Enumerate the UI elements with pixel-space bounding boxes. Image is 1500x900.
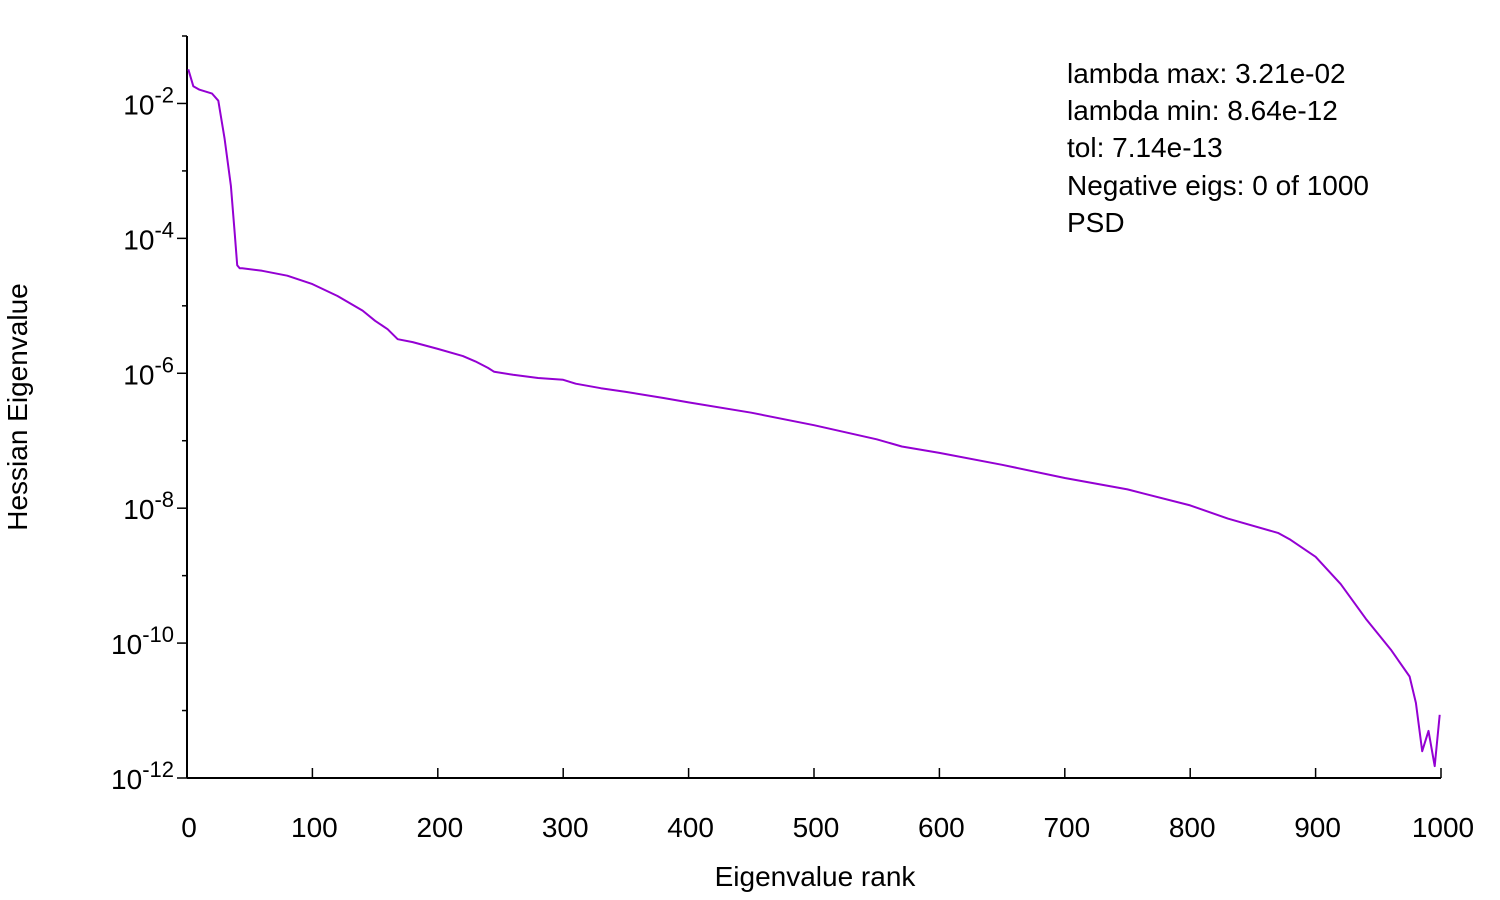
y-tick-label: 10-12 (111, 757, 174, 795)
annotation-tol: tol: 7.14e-13 (1067, 132, 1223, 163)
x-tick-label: 0 (181, 812, 197, 843)
annotation-box: lambda max: 3.21e-02 lambda min: 8.64e-1… (1067, 58, 1369, 238)
y-tick-label: 10-8 (123, 487, 174, 525)
axes (186, 36, 1441, 779)
annotation-negative-eigs: Negative eigs: 0 of 1000 (1067, 170, 1369, 201)
annotation-lambda-min: lambda min: 8.64e-12 (1067, 95, 1338, 126)
annotation-lambda-max: lambda max: 3.21e-02 (1067, 58, 1346, 89)
y-tick-label: 10-2 (123, 82, 174, 120)
x-axis-label: Eigenvalue rank (715, 861, 917, 892)
series-layer (187, 69, 1441, 768)
x-tick-label: 700 (1043, 812, 1090, 843)
x-tick-label: 300 (542, 812, 589, 843)
y-axis-ticks: 10-2 10-4 10-6 10-8 10-10 10-12 (111, 35, 187, 795)
x-tick-label: 600 (918, 812, 965, 843)
x-tick-label: 400 (667, 812, 714, 843)
annotation-psd: PSD (1067, 207, 1125, 238)
y-axis-label: Hessian Eigenvalue (2, 283, 33, 531)
x-tick-label: 100 (291, 812, 338, 843)
series-line (187, 69, 1441, 768)
x-axis-ticks: 0 100 200 300 400 500 600 700 800 900 1000 (181, 768, 1474, 843)
x-tick-label: 200 (416, 812, 463, 843)
y-tick-label: 10-10 (111, 622, 174, 660)
y-tick-label: 10-4 (123, 217, 174, 255)
x-tick-label: 900 (1294, 812, 1341, 843)
x-tick-label: 1000 (1412, 812, 1474, 843)
x-tick-label: 800 (1169, 812, 1216, 843)
y-tick-label: 10-6 (123, 352, 174, 390)
x-tick-label: 500 (793, 812, 840, 843)
